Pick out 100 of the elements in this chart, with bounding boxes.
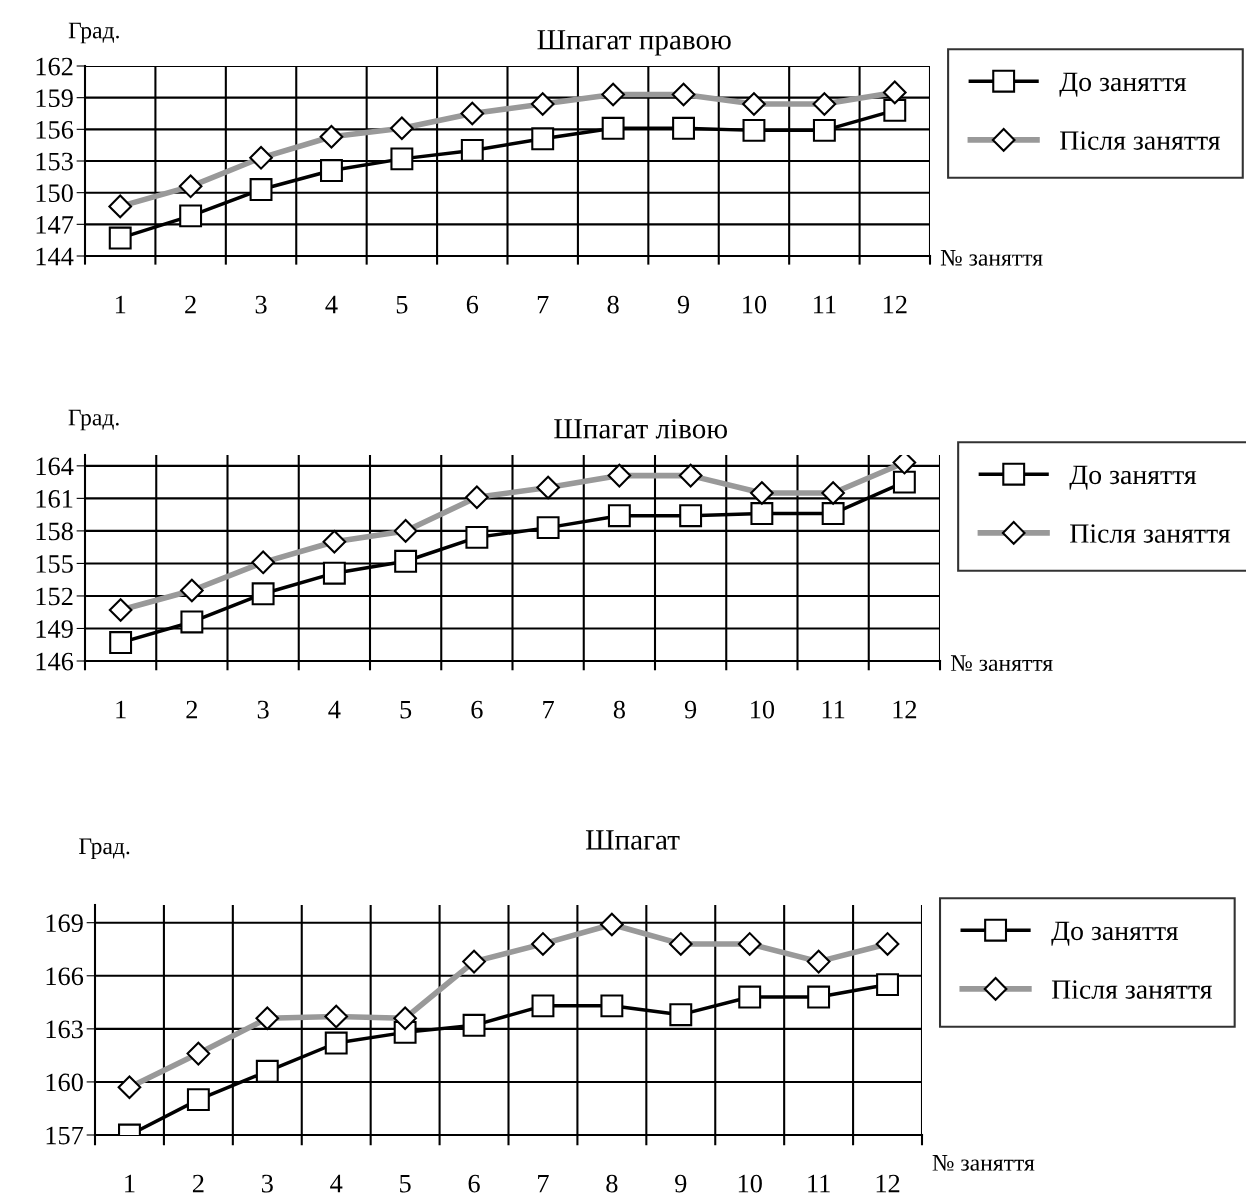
x-tick-label: 3 (257, 700, 269, 719)
y-tick-label: 161 (36, 490, 73, 508)
x-tick-label: 9 (684, 700, 697, 719)
y-tick-label: 150 (36, 184, 73, 203)
x-tick-label: 7 (543, 700, 554, 719)
y-tick-label: 144 (36, 247, 74, 266)
legend-label: До заняття (1059, 72, 1187, 97)
x-axis-title: № заняття (940, 250, 1043, 266)
point (462, 1013, 486, 1037)
x-tick-label: 5 (400, 1174, 411, 1193)
y-tick-label: 169 (46, 914, 83, 933)
y-tick-label: 152 (36, 587, 73, 606)
chart-title: Шпагат лівою (554, 419, 728, 439)
chart-title: Шпагат правою (537, 30, 731, 56)
point (186, 1088, 210, 1112)
point (531, 994, 555, 1018)
point (255, 1059, 279, 1083)
point (883, 98, 907, 122)
point (536, 516, 560, 540)
x-tick-label: 5 (400, 700, 412, 719)
point (738, 985, 762, 1009)
point (669, 1003, 693, 1027)
legend-label: Після заняття (1060, 131, 1221, 150)
point (394, 549, 418, 573)
point (322, 561, 346, 585)
y-tick-label: 160 (46, 1073, 83, 1092)
y-tick-label: 159 (36, 89, 73, 108)
y-tick-label: 155 (36, 555, 73, 573)
legend-label: До заняття (1051, 921, 1179, 946)
x-tick-label: 10 (738, 1174, 762, 1193)
point (531, 127, 555, 151)
x-tick-label: 9 (675, 1174, 687, 1193)
x-tick-label: 11 (808, 1174, 830, 1193)
point (679, 504, 703, 528)
x-tick-label: 7 (538, 1174, 549, 1193)
point (892, 470, 916, 494)
point (251, 582, 275, 606)
x-tick-label: 11 (822, 700, 845, 719)
x-tick-label: 8 (606, 1174, 618, 1193)
x-tick-label: 12 (893, 700, 917, 719)
x-tick-label: 2 (185, 295, 196, 314)
x-tick-label: 4 (325, 295, 338, 314)
x-tick-label: 1 (125, 1174, 135, 1193)
x-tick-label: 3 (261, 1174, 273, 1193)
legend-label: До заняття (1069, 465, 1197, 490)
x-tick-label: 5 (396, 295, 408, 314)
x-tick-label: 12 (876, 1174, 900, 1193)
point (249, 178, 273, 201)
y-tick-label: 163 (46, 1020, 83, 1039)
y-tick-label: 166 (46, 967, 84, 986)
y-axis-title: Град. (68, 409, 119, 431)
x-tick-label: 10 (743, 295, 767, 314)
x-tick-label: 8 (613, 700, 625, 719)
x-tick-label: 4 (328, 700, 341, 719)
point (672, 116, 695, 140)
x-tick-label: 2 (192, 1174, 204, 1193)
y-axis-title: Град. (79, 838, 130, 859)
chart-title: Шпагат (585, 830, 680, 850)
y-tick-label: 158 (36, 522, 73, 541)
legend-label: Після заняття (1051, 980, 1212, 999)
y-tick-label: 157 (46, 1126, 84, 1145)
x-tick-label: 6 (471, 700, 483, 719)
point (324, 1031, 348, 1055)
y-tick-label: 146 (36, 652, 74, 671)
x-tick-label: 4 (330, 1174, 343, 1193)
y-tick-label: 149 (36, 620, 73, 638)
x-tick-label: 12 (883, 295, 907, 314)
x-tick-label: 2 (186, 700, 198, 719)
x-tick-label: 11 (814, 295, 836, 314)
point (460, 138, 484, 162)
x-tick-label: 1 (115, 295, 126, 314)
point (876, 973, 899, 997)
y-tick-label: 147 (36, 216, 74, 234)
x-tick-label: 6 (466, 295, 479, 314)
point (109, 631, 133, 655)
x-tick-label: 10 (751, 700, 775, 719)
point (320, 159, 343, 182)
point (607, 504, 631, 528)
x-tick-label: 9 (677, 295, 690, 314)
y-tick-label: 164 (36, 457, 74, 476)
point (465, 525, 489, 549)
y-axis-title: Град. (68, 22, 119, 44)
x-axis-title: № заняття (932, 1155, 1035, 1171)
point (742, 118, 766, 142)
y-tick-label: 162 (36, 57, 73, 76)
point (179, 204, 203, 228)
point (180, 610, 204, 634)
point (600, 994, 624, 1018)
x-tick-label: 1 (116, 700, 126, 719)
x-tick-label: 6 (468, 1174, 480, 1193)
x-tick-label: 3 (255, 295, 267, 314)
x-axis-title: № заняття (950, 655, 1053, 672)
point (108, 226, 132, 250)
point (821, 502, 845, 525)
point (750, 502, 774, 525)
y-tick-label: 156 (36, 121, 74, 139)
point (390, 147, 414, 171)
point (812, 118, 836, 142)
point (601, 116, 625, 140)
x-tick-label: 8 (607, 295, 619, 314)
